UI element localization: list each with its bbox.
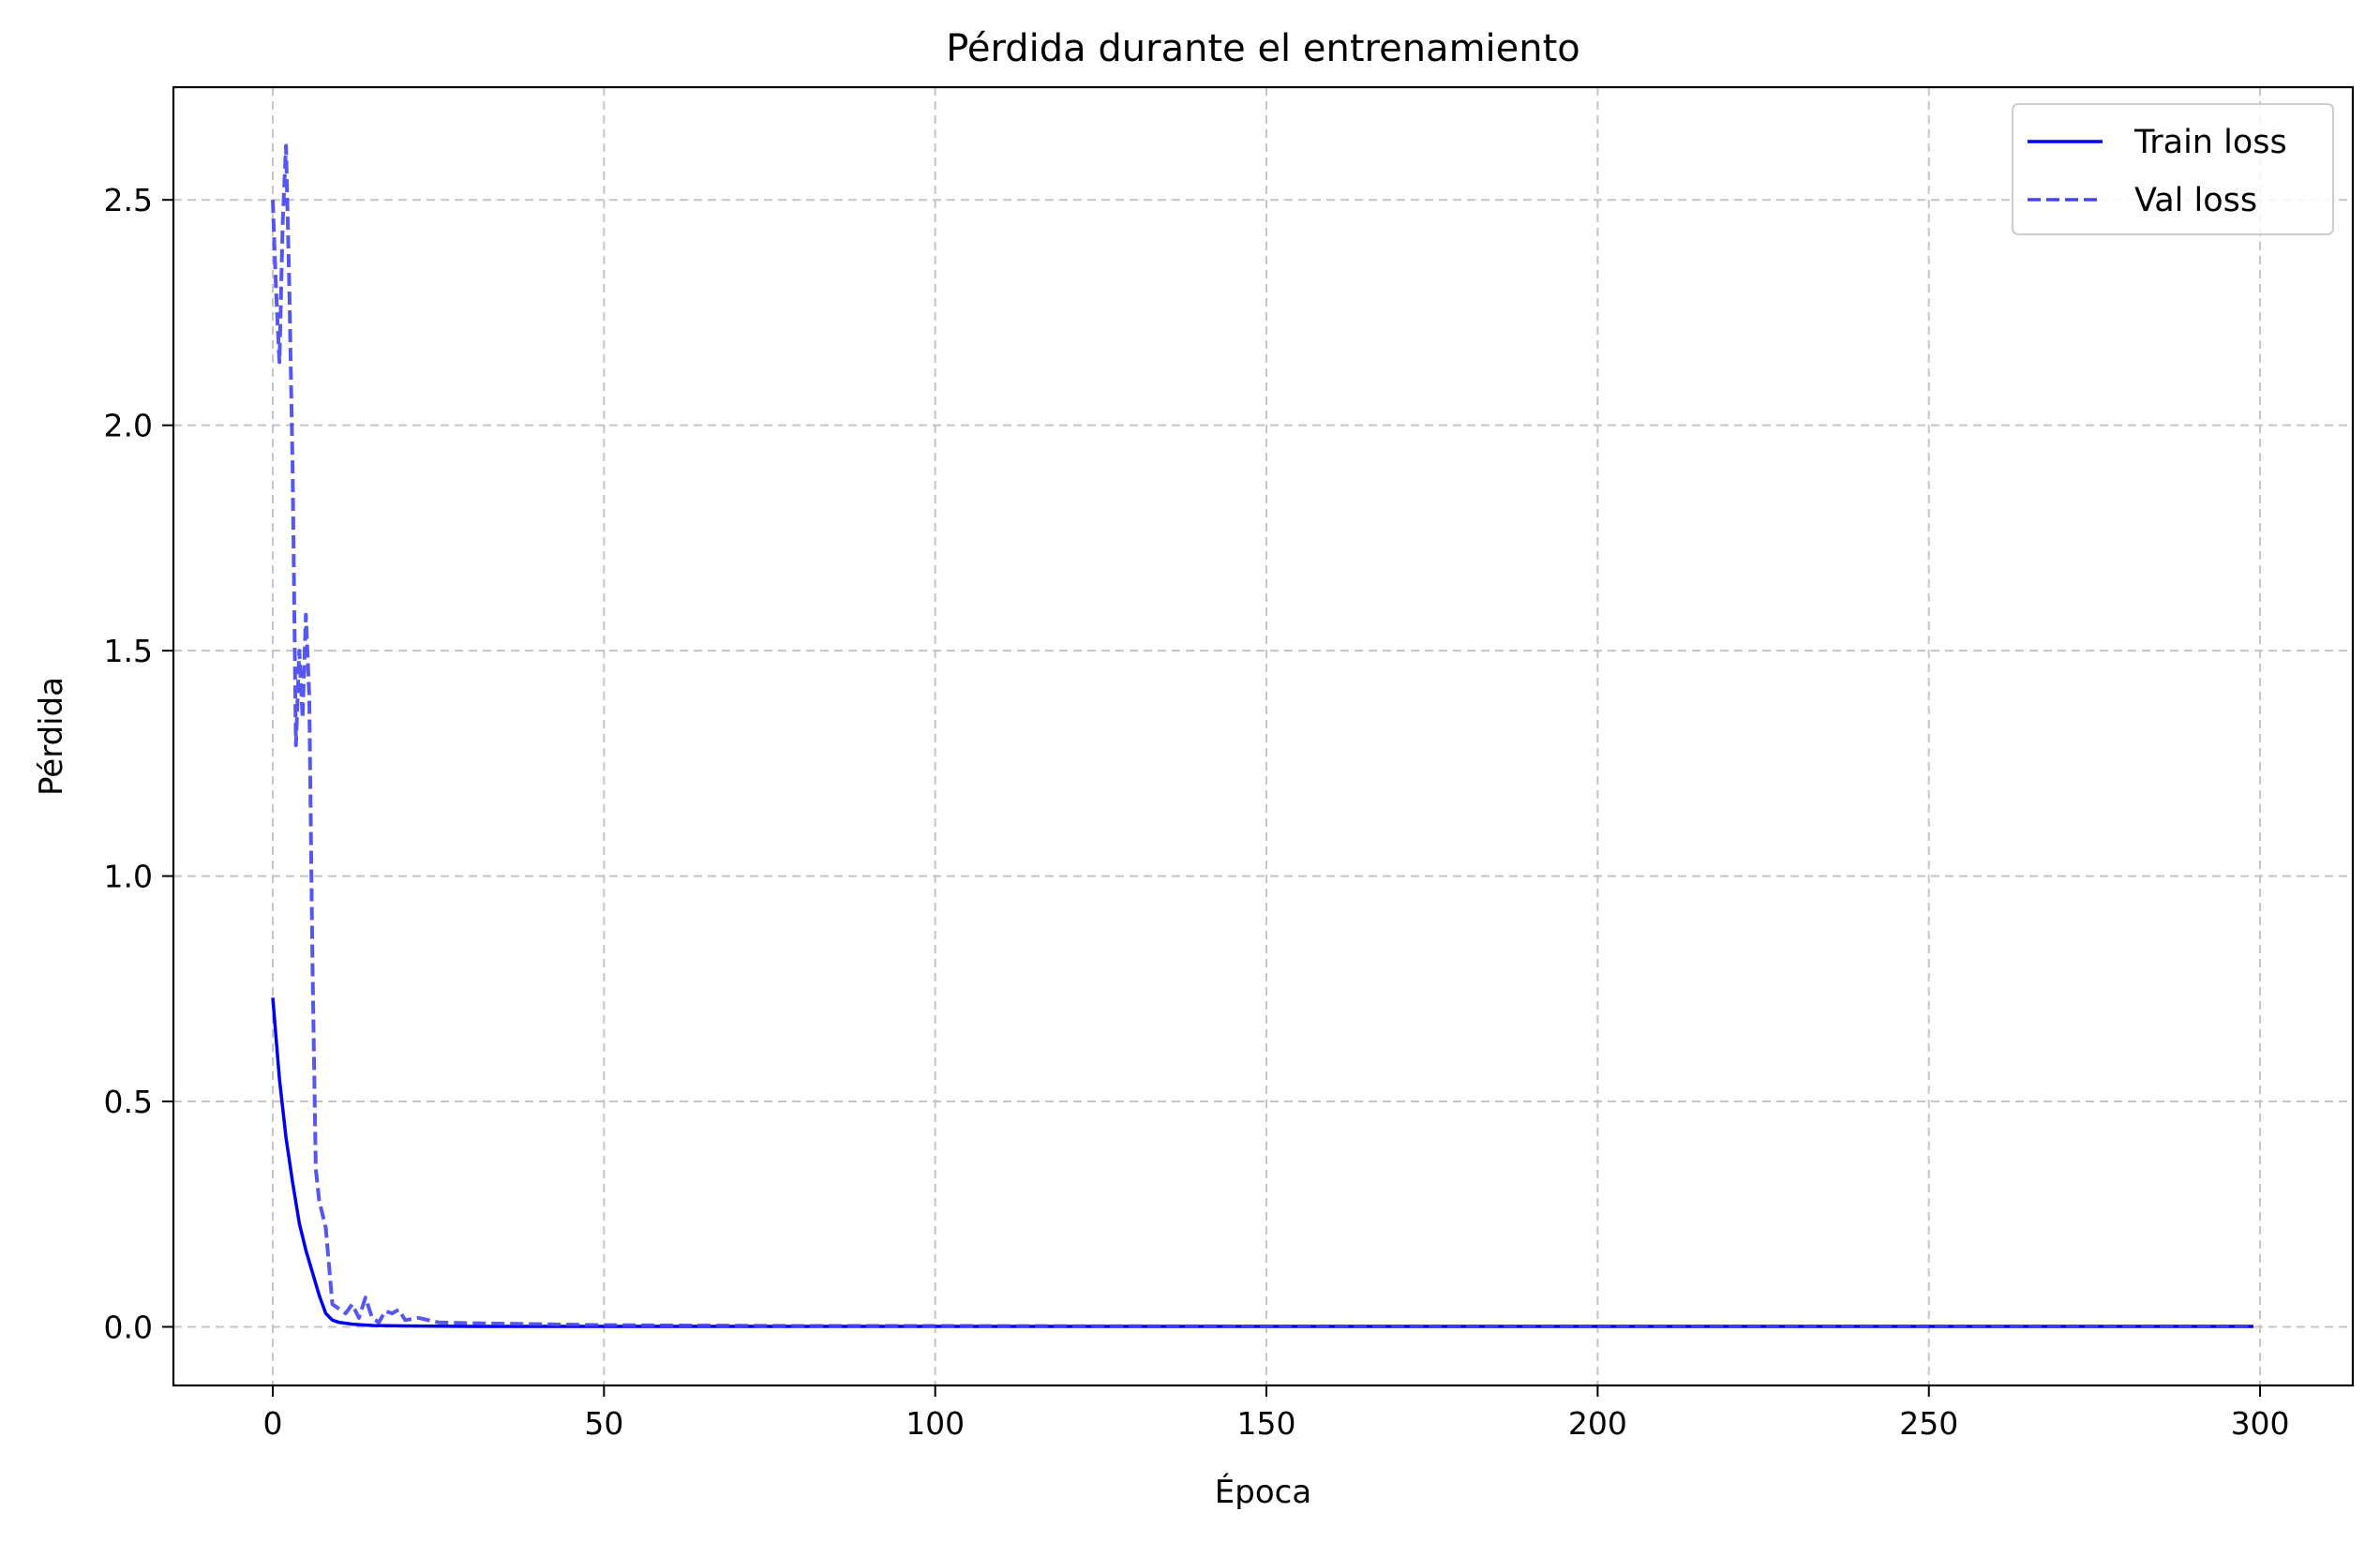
- legend-label-val-loss: Val loss: [2134, 182, 2257, 219]
- x-tick-label: 200: [1568, 1405, 1627, 1442]
- legend-box: [2012, 103, 2334, 235]
- plot-frame: [172, 85, 2355, 1387]
- y-tick-label: 0.5: [104, 1084, 153, 1120]
- y-tick-label: 2.5: [104, 182, 153, 218]
- x-tick-label: 50: [584, 1405, 623, 1442]
- x-tick-label: 0: [263, 1405, 283, 1442]
- series-line-val-loss: [271, 143, 2253, 1328]
- series-layer: [271, 143, 2253, 1328]
- x-tick-label: 300: [2231, 1405, 2290, 1442]
- legend: Train loss Val loss: [2012, 103, 2334, 235]
- y-tick-label: 2.0: [104, 408, 153, 444]
- grid: [173, 87, 2353, 1385]
- x-axis-label: Época: [1215, 1473, 1311, 1511]
- y-tick-label: 0.0: [104, 1309, 153, 1345]
- y-tick-label: 1.5: [104, 633, 153, 669]
- legend-label-train-loss: Train loss: [2133, 124, 2287, 161]
- x-tick-label: 150: [1237, 1405, 1296, 1442]
- x-tick-label: 250: [1899, 1405, 1958, 1442]
- y-tick-label: 1.0: [104, 859, 153, 895]
- y-axis-label: Pérdida: [33, 677, 70, 796]
- axis-ticks: 0 50 100 150 200 250 300 0.0 0.5 1.0 1.5 2.0 2.5: [104, 182, 2290, 1442]
- chart-title: Pérdida durante el entrenamiento: [946, 27, 1580, 70]
- x-tick-label: 100: [906, 1405, 965, 1442]
